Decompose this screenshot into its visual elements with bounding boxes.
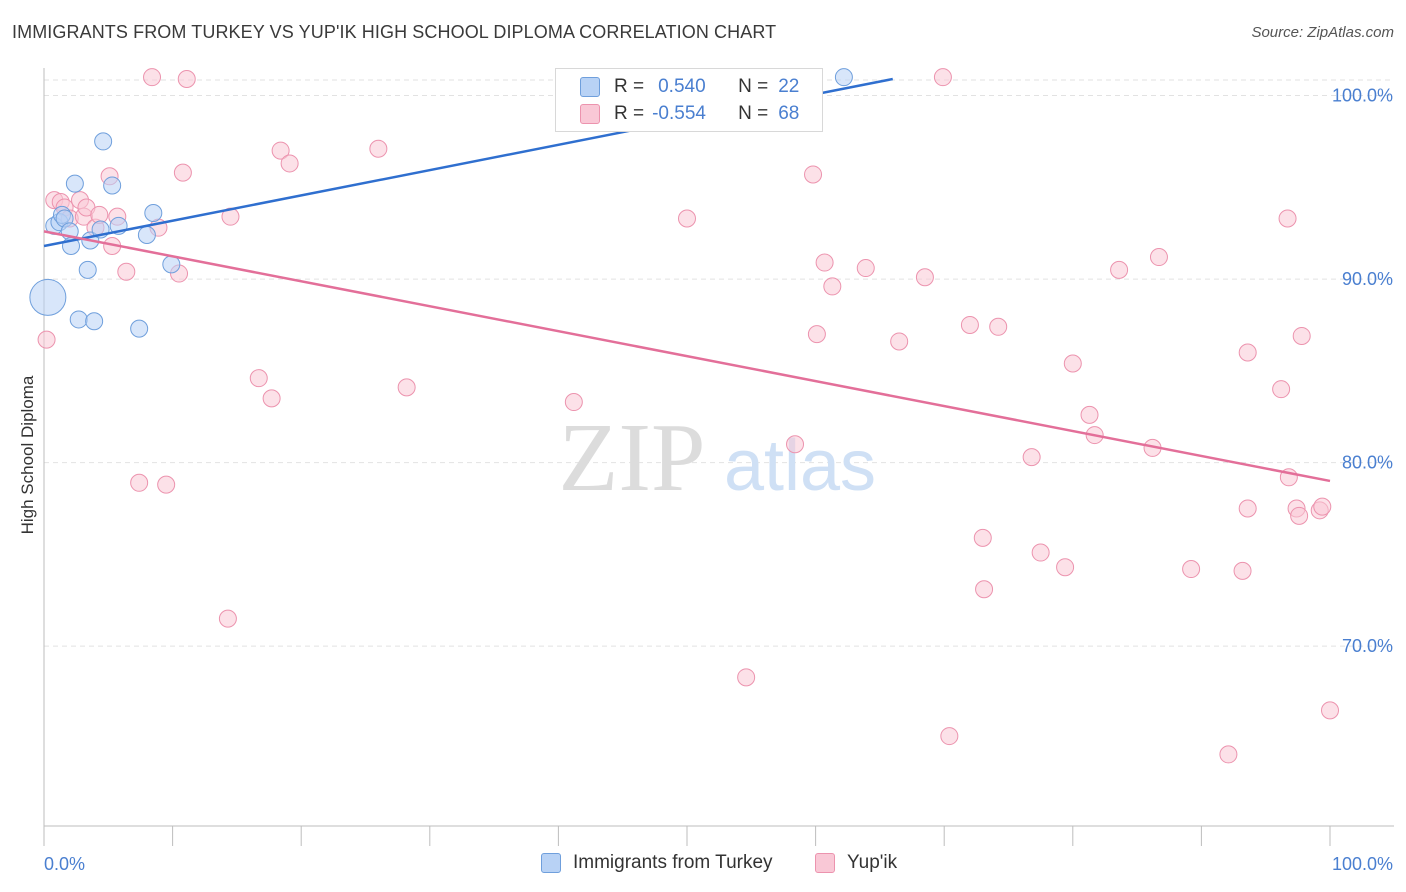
turkey-point: [137, 226, 156, 245]
yupik-point: [1278, 209, 1297, 228]
watermark-zip: ZIP: [559, 404, 706, 512]
n-label: N =: [738, 76, 769, 97]
yupik-point: [975, 580, 994, 599]
yupik-point: [1233, 561, 1252, 580]
legend-swatch-turkey: [580, 77, 600, 97]
yupik-point: [262, 389, 281, 408]
legend-label-turkey: Immigrants from Turkey: [573, 852, 773, 873]
turkey-point: [94, 132, 113, 151]
y-tick-label: 80.0%: [1342, 453, 1393, 473]
x-tick-label-max: 100.0%: [1332, 854, 1393, 874]
yupik-point: [804, 165, 823, 184]
n-value-yupik: 68: [778, 103, 800, 124]
legend-item-turkey[interactable]: Immigrants from Turkey: [541, 852, 773, 874]
yupik-point: [369, 139, 388, 158]
turkey-point: [78, 260, 97, 279]
yupik-point: [1149, 248, 1168, 267]
turkey-point: [85, 312, 104, 331]
turkey-point: [103, 176, 122, 195]
yupik-point: [823, 277, 842, 296]
yupik-point: [1321, 701, 1339, 720]
yupik-point: [280, 154, 299, 173]
yupik-point: [915, 268, 934, 287]
yupik-point: [1219, 745, 1238, 764]
yupik-point: [933, 68, 952, 87]
x-tick-label-min: 0.0%: [44, 854, 85, 874]
watermark: ZIP atlas: [559, 404, 877, 512]
legend-swatch-yupik: [815, 853, 835, 873]
yupik-point: [1182, 560, 1201, 579]
chart-source: Source: ZipAtlas.com: [1251, 24, 1394, 41]
legend-item-yupik[interactable]: Yup'ik: [815, 852, 897, 874]
yupik-point: [1063, 354, 1082, 373]
n-value-turkey: 22: [778, 76, 800, 97]
stats-legend: R = 0.540 N = 22 R = -0.554 N = 68: [555, 68, 823, 132]
legend-swatch-yupik: [580, 104, 600, 124]
yupik-point: [940, 727, 959, 746]
tick-labels: 70.0% 80.0% 90.0% 100.0% 0.0% 100.0%: [44, 86, 1393, 874]
yupik-point: [890, 332, 909, 351]
n-label: N =: [738, 103, 769, 124]
yupik-point: [157, 475, 176, 494]
y-tick-label: 70.0%: [1342, 636, 1393, 656]
yupik-point: [1290, 506, 1309, 525]
legend-label-yupik: Yup'ik: [847, 852, 898, 873]
r-value-turkey: 0.540: [658, 76, 706, 97]
yupik-point: [989, 317, 1008, 336]
yupik-point: [1238, 343, 1257, 362]
yupik-point: [1056, 558, 1075, 577]
yupik-point: [397, 378, 416, 397]
yupik-point: [1238, 499, 1257, 518]
y-tick-label: 90.0%: [1342, 269, 1393, 289]
yupik-point: [1080, 405, 1099, 424]
axes: [43, 68, 1394, 846]
yupik-point: [117, 262, 136, 281]
trend-line-yupik: [43, 230, 1331, 483]
yupik-point: [1313, 497, 1332, 516]
yupik-point: [173, 163, 192, 182]
turkey-point: [144, 203, 163, 222]
yupik-point: [973, 528, 992, 547]
yupik-point: [856, 259, 875, 278]
yupik-point: [960, 315, 979, 334]
yupik-point: [1110, 260, 1129, 279]
turkey-point: [69, 310, 88, 329]
stats-row-yupik: R = -0.554 N = 68: [580, 102, 799, 126]
yupik-point: [1022, 448, 1041, 467]
turkey-point: [130, 319, 149, 338]
chart-title: IMMIGRANTS FROM TURKEY VS YUP'IK HIGH SC…: [12, 22, 777, 42]
yupik-point: [177, 70, 196, 89]
turkey-point: [65, 174, 84, 193]
yupik-point: [271, 141, 290, 160]
yupik-point: [143, 68, 162, 87]
series-turkey-points: [29, 68, 853, 338]
turkey-point: [29, 278, 67, 316]
r-label: R =: [614, 76, 645, 97]
r-label: R =: [614, 103, 645, 124]
yupik-point: [807, 325, 826, 344]
turkey-point: [834, 68, 853, 87]
yupik-point: [218, 609, 237, 628]
yupik-point: [37, 330, 56, 349]
legend-swatch-turkey: [541, 853, 561, 873]
stats-row-turkey: R = 0.540 N = 22: [580, 75, 799, 99]
yupik-point: [249, 369, 268, 388]
yupik-point: [1031, 543, 1050, 562]
yupik-point: [678, 209, 696, 228]
yupik-point: [737, 668, 756, 687]
yupik-point: [1292, 326, 1311, 345]
r-value-yupik: -0.554: [652, 103, 706, 124]
yupik-point: [786, 435, 805, 454]
yupik-point: [130, 473, 149, 492]
yupik-point: [1272, 380, 1291, 399]
yupik-point: [815, 253, 834, 272]
yupik-point: [564, 393, 583, 412]
y-tick-label: 100.0%: [1332, 86, 1393, 106]
